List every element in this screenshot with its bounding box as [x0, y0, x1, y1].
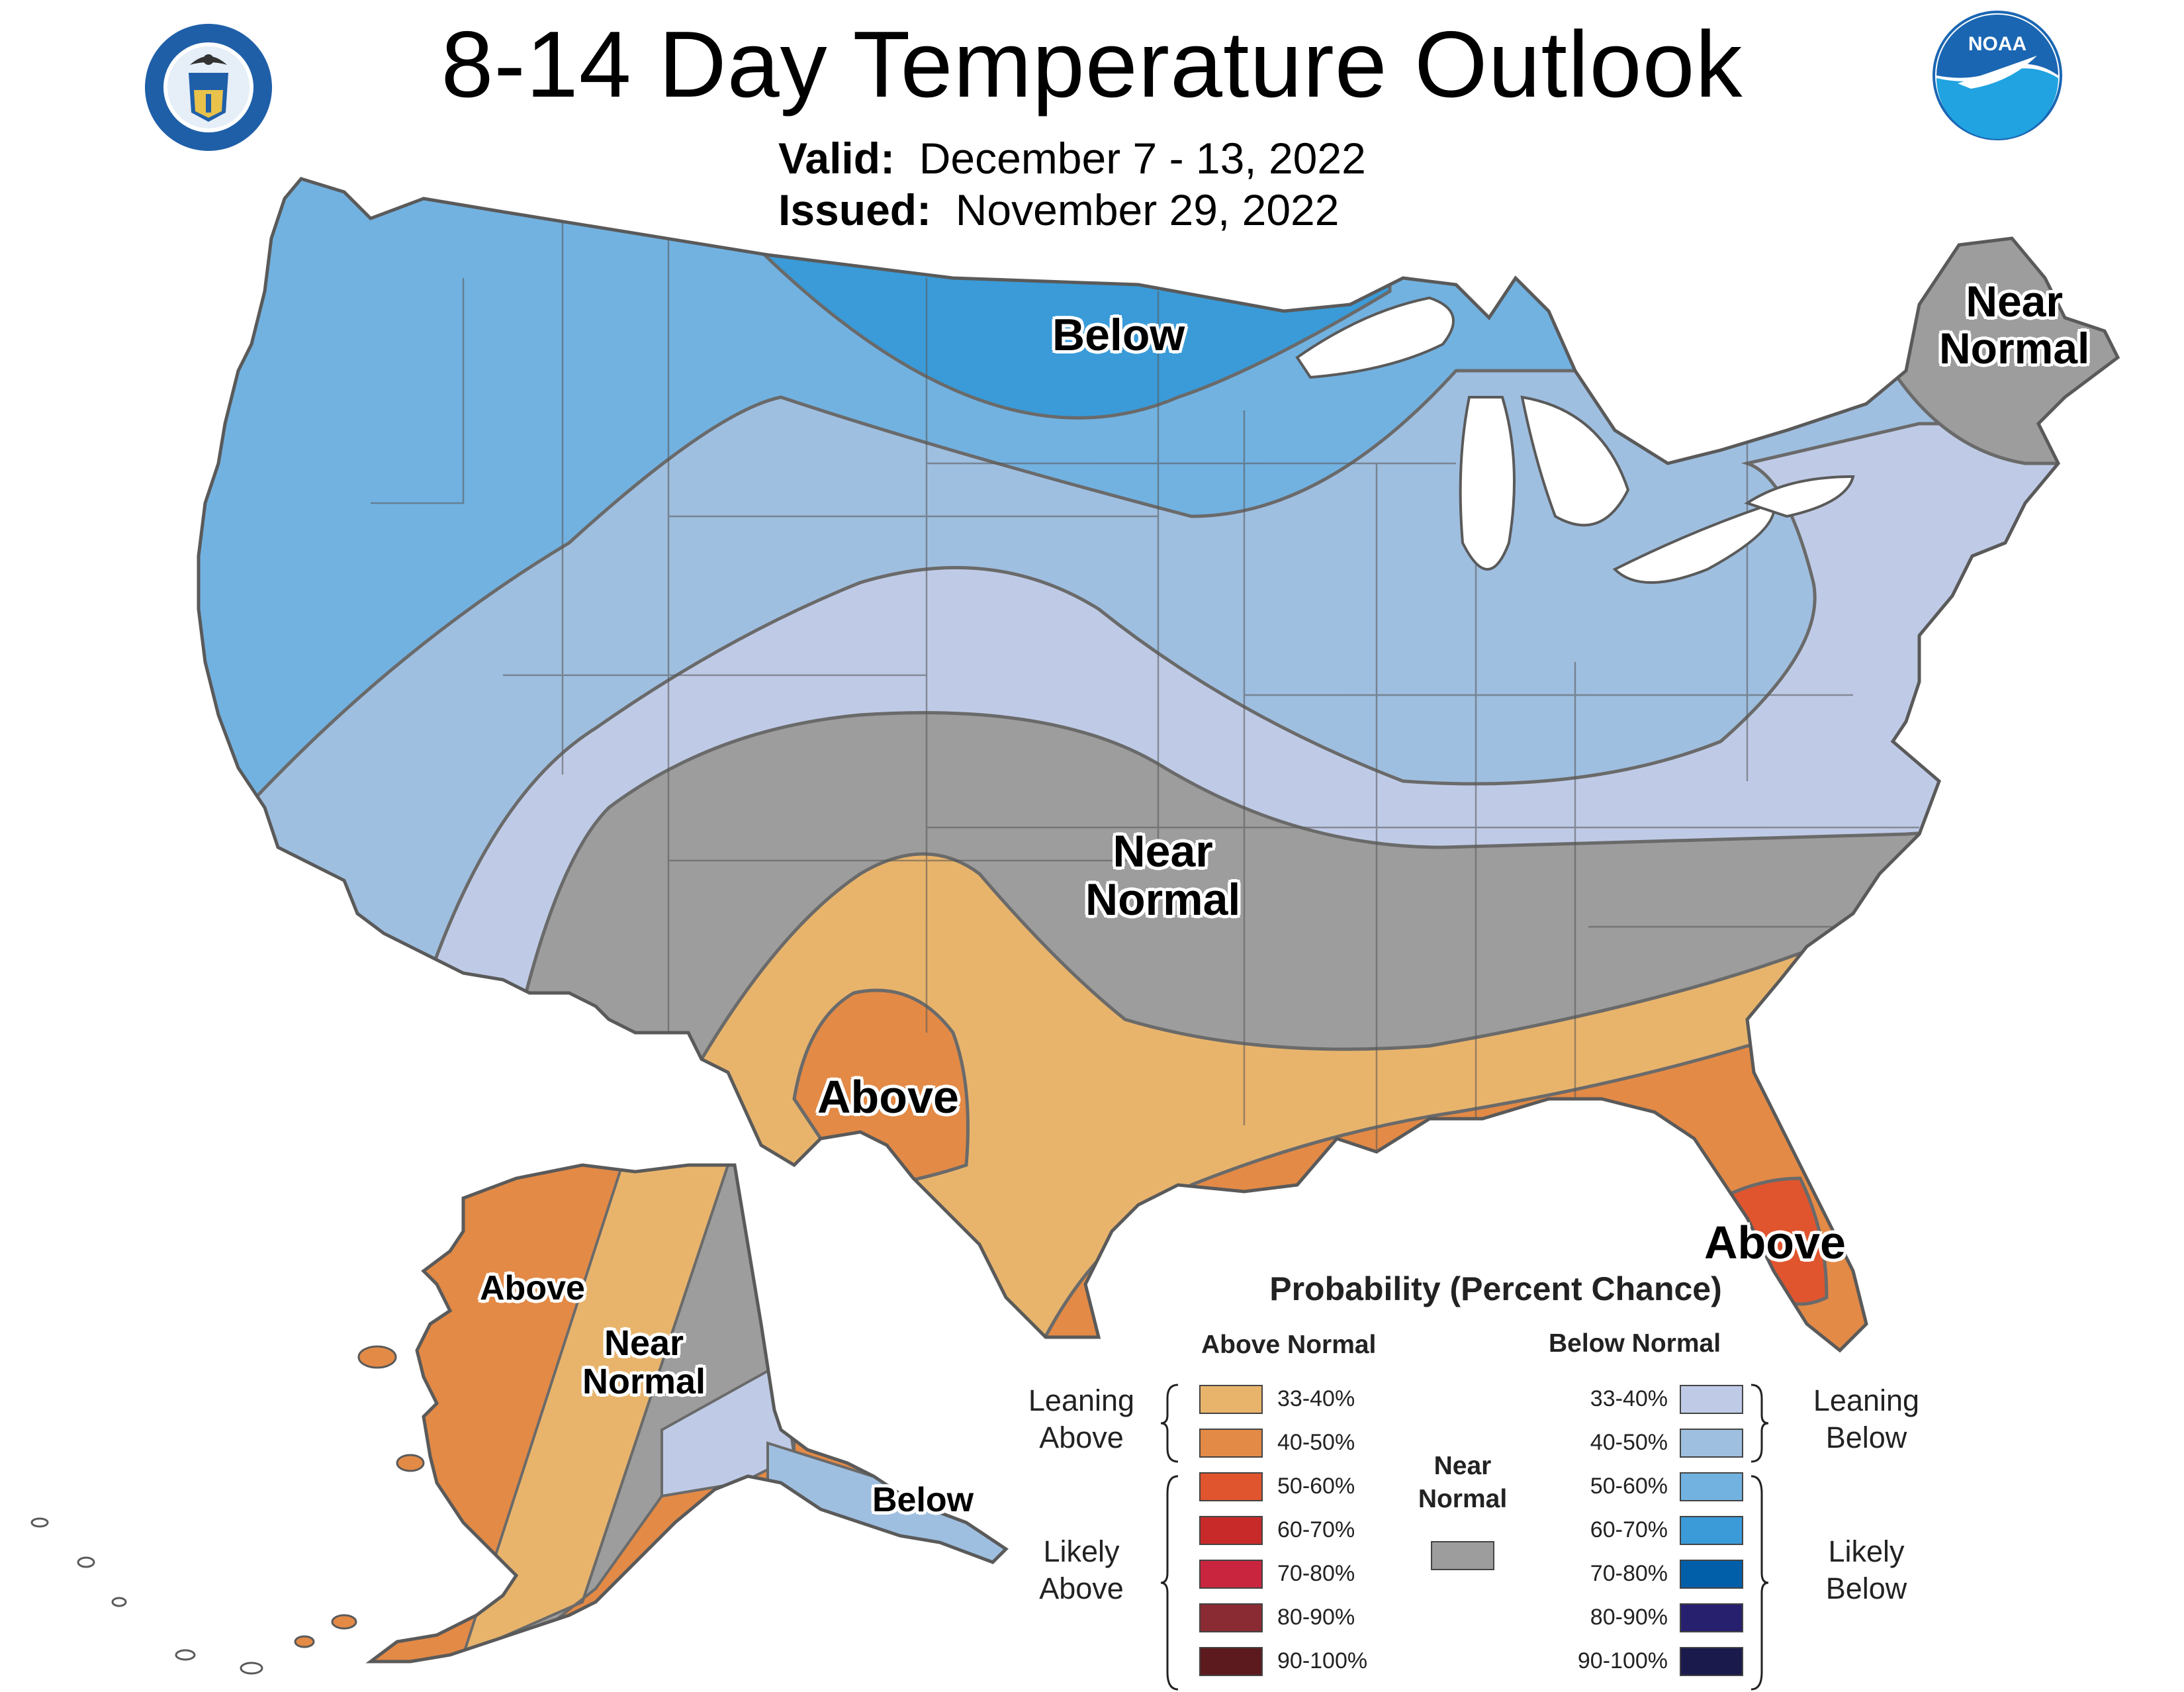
- below-range-label-0: 33-40%: [1590, 1386, 1668, 1411]
- great-lakes: [1295, 296, 1855, 584]
- lake-erie: [1612, 501, 1776, 584]
- above-range-label-5: 80-90%: [1277, 1605, 1355, 1630]
- above-swatch-2: [1199, 1472, 1263, 1501]
- above-swatch-6: [1199, 1647, 1263, 1676]
- below-swatch-0: [1680, 1385, 1743, 1414]
- likely-above-line2: Above: [1039, 1572, 1124, 1605]
- above-range-label-4: 70-80%: [1277, 1561, 1355, 1586]
- below-range-label-1: 40-50%: [1590, 1430, 1668, 1455]
- lake-michigan: [1459, 396, 1516, 571]
- label-above-texas: Above: [817, 1071, 959, 1123]
- leaning-above-line2: Above: [1039, 1421, 1124, 1454]
- label-near-normal-line1: Near: [1113, 826, 1213, 876]
- state-boundaries: [371, 218, 1919, 1165]
- leaning-above-brace: [1160, 1384, 1179, 1463]
- near-normal-swatch: [1431, 1541, 1494, 1570]
- label-near-normal-central: Near Normal: [1085, 827, 1240, 925]
- legend-likely-above: Likely Above: [1002, 1533, 1161, 1607]
- label-near-normal-line2: Normal: [1085, 874, 1241, 925]
- below-swatch-1: [1680, 1429, 1743, 1458]
- issued-date: Issued: November 29, 2022: [778, 184, 1339, 236]
- below-swatch-6: [1680, 1647, 1743, 1676]
- likely-above-brace: [1160, 1475, 1179, 1691]
- lake-superior: [1295, 296, 1455, 379]
- label-alaska-below: Below: [872, 1481, 974, 1519]
- leaning-above-line1: Leaning: [1028, 1384, 1135, 1417]
- label-alaska-near-normal: Near Normal: [582, 1324, 705, 1401]
- aleutian-islands: [294, 1345, 425, 1648]
- above-range-label-1: 40-50%: [1277, 1430, 1355, 1455]
- noaa-logo: NOAA: [1933, 11, 2062, 140]
- lake-ontario: [1744, 475, 1855, 518]
- leaning-below-brace: [1751, 1384, 1769, 1463]
- legend-leaning-below: Leaning Below: [1787, 1382, 1946, 1456]
- lake-huron: [1520, 395, 1630, 527]
- above-swatch-3: [1199, 1516, 1263, 1545]
- above-swatch-4: [1199, 1560, 1263, 1589]
- likely-below-brace: [1751, 1475, 1769, 1691]
- above-swatch-0: [1199, 1385, 1263, 1414]
- leaning-below-line2: Below: [1825, 1421, 1907, 1454]
- legend-likely-below: Likely Below: [1787, 1533, 1946, 1607]
- far-islands: [30, 1517, 263, 1675]
- above-range-label-6: 90-100%: [1277, 1648, 1368, 1673]
- label-ak-near-line2: Normal: [582, 1362, 706, 1402]
- valid-value: December 7 - 13, 2022: [919, 134, 1366, 183]
- likely-below-line1: Likely: [1828, 1534, 1905, 1568]
- below-range-label-2: 50-60%: [1590, 1474, 1668, 1499]
- likely-above-line1: Likely: [1043, 1534, 1120, 1568]
- legend-title: Probability (Percent Chance): [1269, 1270, 1722, 1307]
- valid-dates: Valid: December 7 - 13, 2022: [778, 132, 1366, 184]
- below-range-label-5: 80-90%: [1590, 1605, 1668, 1630]
- likely-below-line2: Below: [1825, 1572, 1907, 1605]
- legend-leaning-above: Leaning Above: [1002, 1382, 1161, 1456]
- valid-label: Valid:: [778, 134, 895, 183]
- label-alaska-above: Above: [480, 1269, 585, 1307]
- near-normal-line2: Normal: [1418, 1485, 1508, 1513]
- below-swatch-5: [1680, 1603, 1743, 1632]
- near-normal-line1: Near: [1433, 1452, 1492, 1480]
- label-ak-near-line1: Near: [604, 1323, 684, 1363]
- below-range-label-6: 90-100%: [1577, 1648, 1668, 1673]
- leaning-below-line1: Leaning: [1813, 1384, 1920, 1417]
- map-title: 8-14 Day Temperature Outlook: [441, 12, 1743, 117]
- label-ne-line2: Normal: [1939, 324, 2090, 373]
- issued-label: Issued:: [778, 185, 932, 234]
- label-above-florida: Above: [1704, 1217, 1846, 1268]
- above-swatch-1: [1199, 1429, 1263, 1458]
- below-range-label-3: 60-70%: [1590, 1517, 1668, 1542]
- above-range-label-3: 60-70%: [1277, 1517, 1355, 1542]
- below-range-label-4: 70-80%: [1590, 1561, 1668, 1586]
- legend-below-heading: Below Normal: [1549, 1329, 1721, 1358]
- label-ne-line1: Near: [1966, 277, 2064, 326]
- label-below-north: Below: [1052, 310, 1185, 360]
- issued-value: November 29, 2022: [955, 185, 1340, 234]
- above-range-label-2: 50-60%: [1277, 1474, 1355, 1499]
- noaa-logo-text: NOAA: [1968, 33, 2026, 55]
- above-range-label-0: 33-40%: [1277, 1386, 1355, 1411]
- below-swatch-4: [1680, 1560, 1743, 1589]
- commerce-seal-logo: [145, 24, 272, 151]
- above-swatch-5: [1199, 1603, 1263, 1632]
- label-near-normal-northeast: Near Normal: [1939, 277, 2090, 373]
- legend-near-normal: Near Normal: [1410, 1450, 1516, 1516]
- below-swatch-2: [1680, 1472, 1743, 1501]
- legend-above-heading: Above Normal: [1201, 1331, 1377, 1359]
- below-swatch-3: [1680, 1516, 1743, 1545]
